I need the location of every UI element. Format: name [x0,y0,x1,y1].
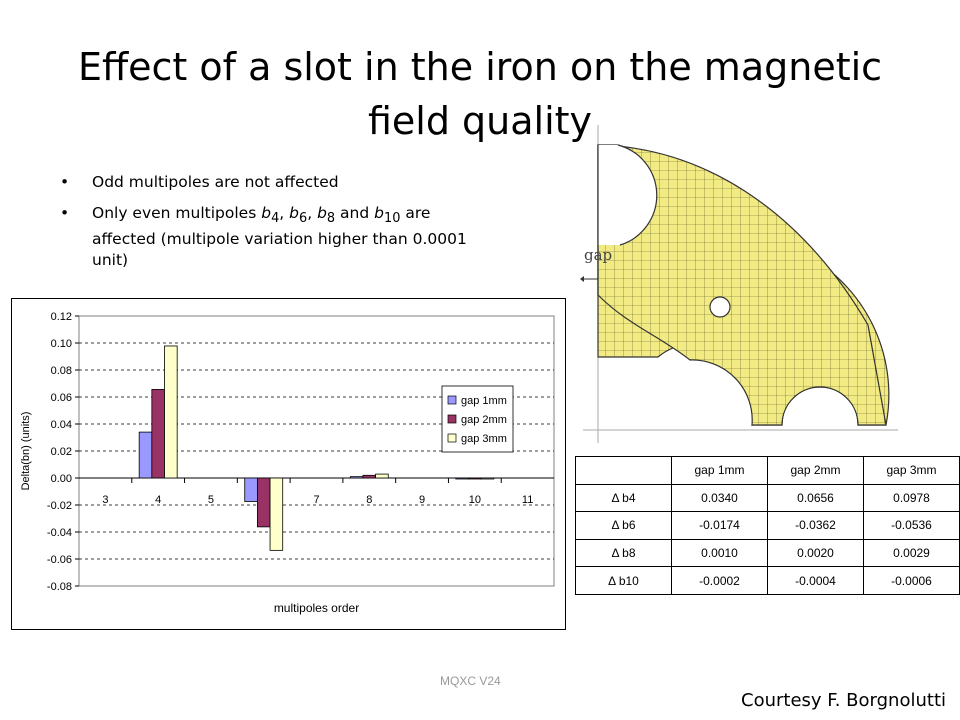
y-tick-label: -0.06 [47,554,72,566]
table-row: Δ b10 -0.0002 -0.0004 -0.0006 [575,566,960,595]
bar [138,431,153,479]
table-cell: Δ b6 [575,511,672,540]
x-tick-label: 8 [366,494,372,506]
y-tick-label: 0.04 [51,419,72,431]
x-tick-label: 10 [469,494,481,506]
table-header-row: gap 1mm gap 2mm gap 3mm [575,456,960,485]
legend-label: gap 3mm [461,433,507,445]
delta-table: gap 1mm gap 2mm gap 3mm Δ b4 0.0340 0.0656 0.0… [575,456,960,595]
bar [349,476,364,479]
table-cell: -0.0536 [863,511,960,540]
table-cell: 0.0340 [671,483,768,513]
bullet-dot-icon: • [60,173,70,191]
bar [244,477,258,502]
table-cell: 0.0029 [863,538,960,568]
bullet-list: • Odd multipoles are not affected • Only… [60,172,470,281]
title-line-2: field quality [367,99,593,143]
legend-label: gap 2mm [461,414,507,426]
table-cell: -0.0174 [671,511,768,540]
bar [455,477,469,480]
bar [480,477,495,480]
bar [256,477,271,528]
table-row: Δ b4 0.0340 0.0656 0.0978 [575,483,960,513]
x-tick-label: 3 [102,494,108,506]
y-tick-label: 0.12 [51,311,72,323]
legend-label: gap 1mm [461,395,507,407]
table-cell: 0.0978 [863,483,960,513]
slide-title: Effect of a slot in the iron on the magn… [60,40,900,148]
bar [375,473,389,479]
table-cell: -0.0002 [671,566,768,595]
mesh-hole [709,296,731,318]
legend-swatch [447,395,457,405]
bar [269,477,284,551]
courtesy-text: Courtesy F. Borgnolutti [741,690,946,711]
x-tick-label: 9 [419,494,425,506]
y-tick-label: -0.08 [47,581,72,593]
iron-mesh-diagram [580,125,898,443]
table-cell: gap 2mm [767,456,864,485]
table-cell [575,456,672,485]
y-tick-label: -0.02 [47,500,72,512]
table-cell: Δ b4 [575,483,672,513]
y-tick-label: 0.06 [51,392,72,404]
table-cell: Δ b8 [575,538,672,568]
table-row: Δ b6 -0.0174 -0.0362 -0.0536 [575,511,960,540]
y-tick-label: 0.08 [51,365,72,377]
footer-text: MQXC V24 [440,674,501,688]
table-cell: gap 1mm [671,456,768,485]
y-axis-label: Delta(bn) (units) [20,412,32,491]
title-line-1: Effect of a slot in the iron on the magn… [77,45,883,89]
x-tick-label: 11 [522,494,533,506]
iron-body-shape [597,144,887,426]
table-cell: gap 3mm [863,456,960,485]
x-axis-label: multipoles order [274,601,359,615]
bar-chart: 0.12 0.10 0.08 0.06 0.04 0.02 0.00 -0.02 -0.04 -0… [11,298,566,630]
legend-swatch [447,414,457,424]
bar-chart-svg: 0.12 0.10 0.08 0.06 0.04 0.02 0.00 -0.02 -0.04 -0… [20,311,555,615]
table-cell: -0.0006 [863,566,960,595]
bullet-text: Odd multipoles are not affected [92,173,339,191]
table-cell: -0.0362 [767,511,864,540]
table-cell: -0.0004 [767,566,864,595]
table-cell: 0.0010 [671,538,768,568]
gap-label: gap [584,246,613,264]
bar [468,477,482,480]
table-cell: 0.0656 [767,483,864,513]
bullet-dot-icon: • [60,204,70,222]
y-tick-label: 0.02 [51,446,72,458]
bar [164,345,178,479]
x-tick-label: 7 [313,494,319,506]
legend-swatch [447,433,457,443]
bullet-item: • Odd multipoles are not affected [60,172,470,193]
bullet-item: • Only even multipoles b4, b6, b8 and b1… [60,203,470,271]
x-tick-label: 4 [155,494,161,506]
x-tick-label: 5 [208,494,214,506]
y-tick-label: 0.10 [51,338,72,350]
bullet-text: Only even multipoles b4, b6, b8 and b10 … [92,204,467,270]
y-tick-label: -0.04 [47,527,72,539]
y-tick-label: 0.00 [51,473,72,485]
table-cell: Δ b10 [575,566,672,595]
table-row: Δ b8 0.0010 0.0020 0.0029 [575,538,960,568]
bar [362,474,377,479]
bar [151,389,165,479]
table-cell: 0.0020 [767,538,864,568]
